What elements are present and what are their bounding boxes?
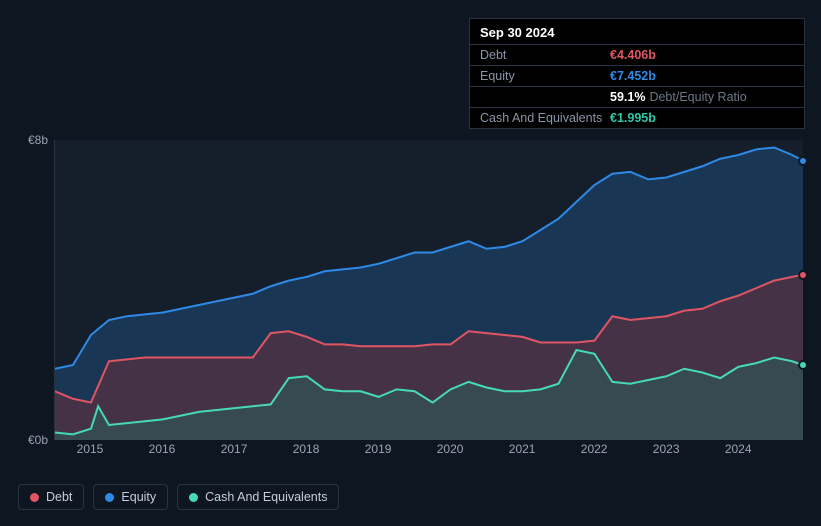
x-tick-label: 2023 <box>653 442 680 456</box>
tooltip-row-value: €7.452b <box>610 69 656 83</box>
x-tick-label: 2022 <box>581 442 608 456</box>
x-tick-label: 2017 <box>221 442 248 456</box>
chart-container: Sep 30 2024 Debt€4.406bEquity€7.452b59.1… <box>0 0 821 526</box>
tooltip-row-label: Equity <box>480 69 610 83</box>
x-tick-label: 2018 <box>293 442 320 456</box>
x-tick-label: 2016 <box>149 442 176 456</box>
legend-item-label: Equity <box>121 490 156 504</box>
legend-dot-icon <box>30 493 39 502</box>
end-marker-equity <box>798 156 808 166</box>
chart-area: €0b€8b 201520162017201820192020202120222… <box>18 120 803 465</box>
tooltip-row-label <box>480 90 610 104</box>
tooltip-panel: Sep 30 2024 Debt€4.406bEquity€7.452b59.1… <box>469 18 805 129</box>
tooltip-row: Debt€4.406b <box>470 44 804 65</box>
legend: Debt Equity Cash And Equivalents <box>18 484 339 510</box>
legend-item-label: Debt <box>46 490 72 504</box>
tooltip-row: Equity€7.452b <box>470 65 804 86</box>
tooltip-row-extra: Debt/Equity Ratio <box>649 90 746 104</box>
legend-dot-icon <box>189 493 198 502</box>
tooltip-row-label: Debt <box>480 48 610 62</box>
tooltip-date: Sep 30 2024 <box>470 19 804 44</box>
tooltip-row-value: €4.406b <box>610 48 656 62</box>
plot-region[interactable] <box>54 140 803 440</box>
x-tick-label: 2024 <box>725 442 752 456</box>
chart-svg <box>55 140 803 440</box>
tooltip-row-value: €1.995b <box>610 111 656 125</box>
legend-item-label: Cash And Equivalents <box>205 490 327 504</box>
x-axis: 2015 2016 2017 2018 2019 2020 2021 2022 2023 2024 <box>54 442 803 462</box>
x-tick-label: 2015 <box>77 442 104 456</box>
tooltip-row-label: Cash And Equivalents <box>480 111 610 125</box>
tooltip-row: Cash And Equivalents€1.995b <box>470 107 804 128</box>
tooltip-row: 59.1%Debt/Equity Ratio <box>470 86 804 107</box>
y-tick-label: €0b <box>18 433 48 447</box>
y-tick-label: €8b <box>18 133 48 147</box>
end-marker-debt <box>798 270 808 280</box>
tooltip-row-value: 59.1%Debt/Equity Ratio <box>610 90 747 104</box>
x-tick-label: 2021 <box>509 442 536 456</box>
end-marker-cash <box>798 360 808 370</box>
legend-item-cash-and-equivalents[interactable]: Cash And Equivalents <box>177 484 339 510</box>
x-tick-label: 2019 <box>365 442 392 456</box>
x-tick-label: 2020 <box>437 442 464 456</box>
legend-item-debt[interactable]: Debt <box>18 484 84 510</box>
legend-item-equity[interactable]: Equity <box>93 484 168 510</box>
legend-dot-icon <box>105 493 114 502</box>
